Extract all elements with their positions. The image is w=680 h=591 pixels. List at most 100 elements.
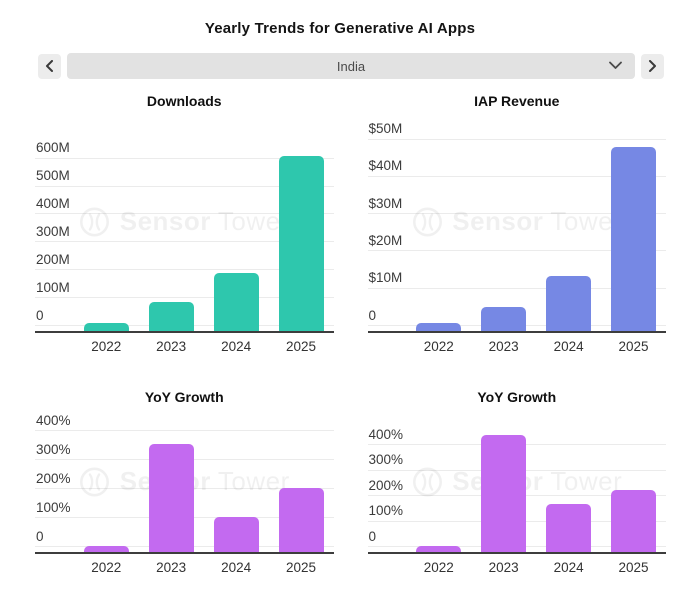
bar-2022[interactable]: [83, 323, 129, 331]
bar-2023[interactable]: [481, 434, 527, 552]
sensor-tower-logo-icon: [80, 467, 110, 497]
x-axis-line: [367, 331, 666, 333]
gridline-500M: [35, 185, 334, 187]
bar-2024[interactable]: [213, 516, 259, 552]
x-tick-label-2023: 2023: [488, 339, 519, 354]
gridline-200M: [35, 269, 334, 271]
sensor-tower-logo-icon: [80, 207, 110, 237]
y-tick-label-$20M: $20M: [368, 232, 403, 248]
watermark-bold-text: Sensor: [452, 206, 544, 237]
x-tick-label-2025: 2025: [286, 339, 317, 354]
country-select-value: India: [336, 58, 366, 74]
bar-2025[interactable]: [611, 147, 657, 331]
x-axis-line: [35, 552, 334, 554]
watermark-light-text: Tower: [217, 466, 290, 497]
bar-2022[interactable]: [416, 546, 462, 552]
x-tick-label-2024: 2024: [553, 339, 584, 354]
x-tick-label-2024: 2024: [221, 339, 252, 354]
x-axis-labels: 2022 2023 2024 2025: [368, 335, 667, 355]
x-tick-label-2025: 2025: [618, 560, 649, 575]
x-axis-line: [35, 331, 334, 333]
y-tick-label-0: 0: [368, 528, 377, 544]
x-tick-label-2022: 2022: [423, 560, 454, 575]
y-tick-label-200%: 200%: [368, 477, 404, 493]
watermark-light-text: Tower: [550, 466, 623, 497]
gridline-$30M: [367, 213, 666, 215]
x-tick-label-2022: 2022: [423, 339, 454, 354]
bar-2024[interactable]: [546, 275, 592, 331]
x-tick-label-2023: 2023: [488, 560, 519, 575]
y-tick-label-300%: 300%: [36, 441, 71, 457]
y-tick-label-200M: 200M: [36, 251, 70, 267]
country-selector-bar: India: [38, 53, 664, 79]
sensor-tower-logo-icon: [412, 207, 442, 237]
iap-revenue-plot-area: Sensor Tower 0 $10M $20M $30M $40M $50M 2022 20…: [367, 121, 667, 355]
y-tick-label-0: 0: [368, 307, 377, 323]
bar-2022[interactable]: [83, 546, 129, 552]
bar-2022[interactable]: [416, 323, 462, 331]
gridline-$40M: [367, 175, 666, 177]
y-tick-label-600M: 600M: [36, 140, 70, 156]
gridline-300M: [35, 241, 334, 243]
y-tick-label-0: 0: [36, 307, 44, 323]
y-tick-label-$30M: $30M: [368, 195, 403, 211]
y-tick-label-$50M: $50M: [368, 121, 403, 137]
x-tick-label-2025: 2025: [286, 560, 317, 575]
bar-2024[interactable]: [546, 503, 592, 552]
y-tick-label-100%: 100%: [36, 499, 71, 515]
x-axis-labels: 2022 2023 2024 2025: [35, 335, 334, 355]
y-tick-label-500M: 500M: [36, 168, 70, 184]
x-tick-label-2023: 2023: [156, 339, 187, 354]
x-tick-label-2022: 2022: [91, 339, 122, 354]
y-tick-label-$10M: $10M: [368, 270, 403, 286]
bar-2023[interactable]: [148, 302, 194, 331]
y-tick-label-300%: 300%: [368, 452, 404, 468]
chart-downloads: Downloads Sensor Tower 0 100M 200M 300M 400M 5…: [35, 93, 334, 355]
watermark-light-text: Tower: [217, 206, 290, 237]
x-tick-label-2022: 2022: [91, 560, 122, 575]
bar-2024[interactable]: [213, 273, 259, 331]
y-tick-label-200%: 200%: [36, 470, 71, 486]
chevron-left-icon: [45, 60, 54, 72]
prev-country-button[interactable]: [38, 53, 61, 79]
charts-grid: Downloads Sensor Tower 0 100M 200M 300M 400M 5…: [0, 93, 680, 576]
gridline-$10M: [367, 287, 666, 289]
y-tick-label-$40M: $40M: [368, 158, 403, 174]
chevron-right-icon: [648, 60, 657, 72]
x-tick-label-2025: 2025: [618, 339, 649, 354]
y-tick-label-400%: 400%: [36, 412, 71, 428]
chevron-down-icon: [609, 61, 622, 70]
x-tick-label-2024: 2024: [221, 560, 252, 575]
page-title: Yearly Trends for Generative AI Apps: [204, 20, 476, 37]
x-tick-label-2023: 2023: [156, 560, 187, 575]
bar-2025[interactable]: [611, 489, 657, 552]
gridline-$20M: [367, 250, 666, 252]
downloads-plot-area: Sensor Tower 0 100M 200M 300M 400M 500M 600M 20…: [35, 121, 334, 355]
chart-iap-revenue: IAP Revenue Sensor Tower 0 $10M $20M $30M $40…: [367, 93, 667, 355]
gridline-400%: [35, 430, 334, 432]
country-select[interactable]: India: [67, 53, 635, 79]
next-country-button[interactable]: [641, 53, 664, 79]
y-tick-label-300M: 300M: [36, 223, 70, 239]
chart-title-iap-revenue: IAP Revenue: [474, 93, 560, 109]
x-axis-labels: 2022 2023 2024 2025: [368, 556, 667, 576]
y-tick-label-0: 0: [36, 528, 44, 544]
x-axis-labels: 2022 2023 2024 2025: [35, 556, 334, 576]
gridline-600M: [35, 157, 334, 159]
y-tick-label-100%: 100%: [368, 503, 404, 519]
x-axis-line: [367, 552, 666, 554]
bar-2023[interactable]: [481, 307, 527, 331]
bar-2025[interactable]: [278, 155, 324, 331]
bar-2025[interactable]: [278, 487, 324, 552]
bar-2023[interactable]: [148, 444, 194, 552]
y-tick-label-100M: 100M: [36, 279, 70, 295]
sensor-tower-logo-icon: [412, 467, 442, 497]
watermark-light-text: Tower: [550, 206, 623, 237]
x-tick-label-2024: 2024: [553, 560, 584, 575]
